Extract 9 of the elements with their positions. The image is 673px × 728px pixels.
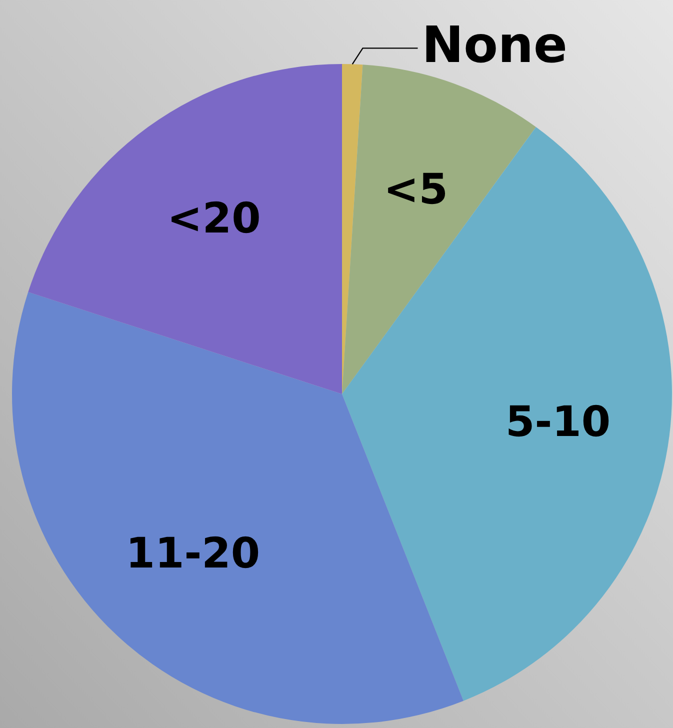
slice-label: 5-10 (506, 396, 611, 446)
slice-label: None (422, 16, 568, 74)
pie-slice (12, 292, 464, 724)
pie-slice (342, 127, 672, 701)
pie-slice (28, 64, 342, 394)
slice-label: <20 (167, 193, 261, 242)
slice-label: 11-20 (126, 528, 260, 578)
slice-label: <5 (384, 164, 448, 214)
pie-slice (342, 64, 536, 394)
